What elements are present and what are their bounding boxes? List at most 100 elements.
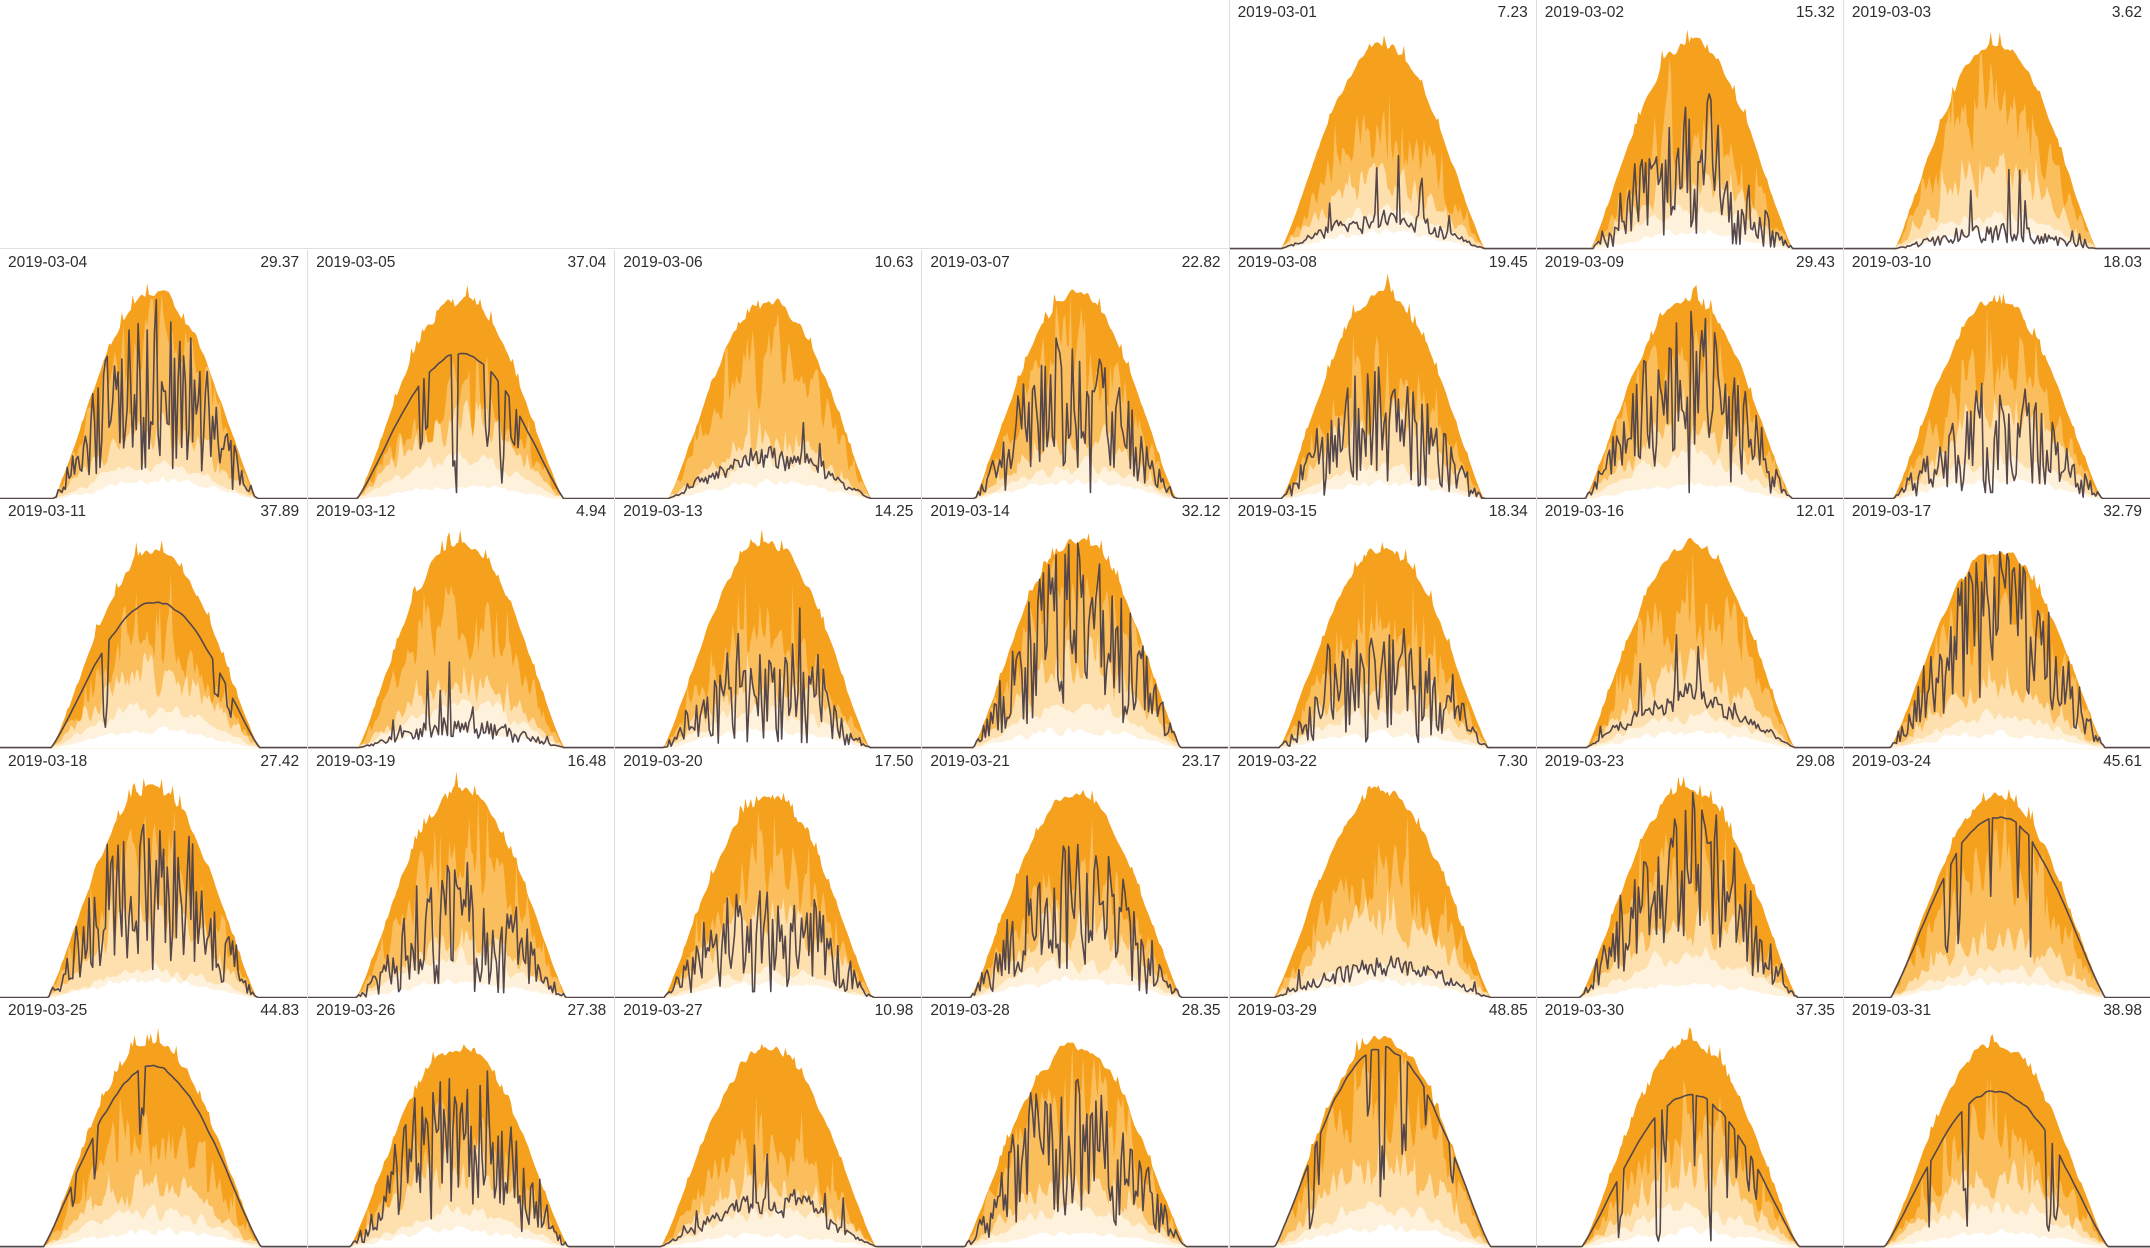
band-upper-quartile xyxy=(1843,307,2150,500)
band-lower-quartile xyxy=(0,459,308,500)
band-core xyxy=(922,727,1229,749)
actual-production-line xyxy=(308,861,615,999)
day-cell: 2019-03-19 16.48 xyxy=(307,748,615,999)
band-median xyxy=(0,411,308,500)
day-chart xyxy=(308,1044,615,1248)
band-lower-quartile xyxy=(1843,708,2150,749)
day-chart xyxy=(1229,273,1536,500)
band-lower-quartile xyxy=(308,699,615,749)
day-chart xyxy=(922,789,1229,999)
band-lower-quartile xyxy=(0,702,308,749)
band-core xyxy=(308,1226,615,1248)
day-cell: 2019-03-11 37.89 xyxy=(0,499,308,749)
band-upper-quartile xyxy=(1843,52,2150,250)
day-chart xyxy=(1843,788,2150,999)
actual-production-line xyxy=(615,421,922,499)
day-cell: 2019-03-07 22.82 xyxy=(921,249,1229,500)
band-core xyxy=(1536,229,1843,250)
band-core xyxy=(615,978,922,999)
band-median xyxy=(922,635,1229,749)
band-median xyxy=(308,399,615,500)
band-median xyxy=(0,652,308,749)
actual-production-line xyxy=(308,352,615,499)
day-cell: 2019-03-16 12.01 xyxy=(1535,499,1843,749)
day-chart xyxy=(1536,284,1843,500)
actual-production-line xyxy=(0,823,308,999)
band-clear-sky-max xyxy=(1229,273,1536,500)
day-chart xyxy=(922,1042,1229,1248)
band-upper-quartile xyxy=(1229,578,1536,749)
band-upper-quartile xyxy=(922,293,1229,500)
row-divider xyxy=(0,248,2150,250)
band-core xyxy=(1843,729,2150,749)
band-core xyxy=(1229,479,1536,500)
actual-production-line xyxy=(308,1070,615,1248)
band-lower-quartile xyxy=(1843,964,2150,999)
band-lower-quartile xyxy=(922,1201,1229,1248)
day-cell: 2019-03-05 37.04 xyxy=(307,249,615,500)
actual-production-line xyxy=(1229,154,1536,250)
band-core xyxy=(1536,982,1843,999)
actual-production-line xyxy=(1229,365,1536,499)
band-upper-quartile xyxy=(0,1095,308,1248)
actual-production-line xyxy=(1536,791,1843,999)
band-lower-quartile xyxy=(615,1204,922,1248)
day-cell: 2019-03-12 4.94 xyxy=(307,499,615,749)
band-lower-quartile xyxy=(1229,1201,1536,1248)
band-lower-quartile xyxy=(1536,709,1843,749)
band-median xyxy=(1536,894,1843,999)
band-core xyxy=(922,1231,1229,1248)
band-core xyxy=(1229,1224,1536,1248)
day-chart xyxy=(1843,292,2150,500)
day-chart xyxy=(1536,1027,1843,1248)
actual-production-line xyxy=(922,542,1229,749)
band-lower-quartile xyxy=(0,1204,308,1248)
band-clear-sky-max xyxy=(615,1044,922,1248)
actual-production-line xyxy=(1843,551,2150,749)
day-chart xyxy=(308,284,615,500)
band-core xyxy=(922,975,1229,999)
actual-production-line xyxy=(615,890,922,999)
actual-production-line xyxy=(1536,93,1843,250)
band-core xyxy=(0,476,308,500)
day-cell: 2019-03-21 23.17 xyxy=(921,748,1229,999)
day-chart xyxy=(1536,776,1843,999)
day-cell: 2019-03-15 18.34 xyxy=(1228,499,1536,749)
band-lower-quartile xyxy=(615,702,922,749)
day-cell: 2019-03-25 44.83 xyxy=(0,998,308,1248)
band-core xyxy=(0,1227,308,1248)
band-median xyxy=(1229,886,1536,999)
day-cell: 2019-03-22 7.30 xyxy=(1228,748,1536,999)
actual-production-line xyxy=(308,661,615,749)
day-cell: 2019-03-27 10.98 xyxy=(614,998,922,1248)
band-upper-quartile xyxy=(308,584,615,749)
actual-production-line xyxy=(615,1144,922,1248)
day-cell: 2019-03-08 19.45 xyxy=(1228,249,1536,500)
band-upper-quartile xyxy=(1843,802,2150,999)
day-chart xyxy=(1229,35,1536,250)
day-chart xyxy=(1843,32,2150,250)
band-core xyxy=(922,478,1229,500)
actual-production-line xyxy=(1843,382,2150,499)
band-lower-quartile xyxy=(1536,1202,1843,1248)
day-chart xyxy=(1536,29,1843,250)
band-core xyxy=(1536,481,1843,500)
day-chart xyxy=(0,777,308,999)
band-lower-quartile xyxy=(922,703,1229,749)
band-core xyxy=(0,726,308,749)
day-chart xyxy=(1536,538,1843,749)
band-core xyxy=(308,726,615,749)
day-cell: 2019-03-18 27.42 xyxy=(0,749,308,999)
band-core xyxy=(1843,1228,2150,1248)
band-median xyxy=(1536,644,1843,749)
band-median xyxy=(1536,1142,1843,1248)
band-lower-quartile xyxy=(922,455,1229,500)
band-median xyxy=(1229,1114,1536,1248)
day-chart xyxy=(922,288,1229,500)
band-core xyxy=(615,477,922,500)
band-lower-quartile xyxy=(922,956,1229,999)
band-core xyxy=(1536,1226,1843,1248)
actual-production-line xyxy=(0,601,308,749)
